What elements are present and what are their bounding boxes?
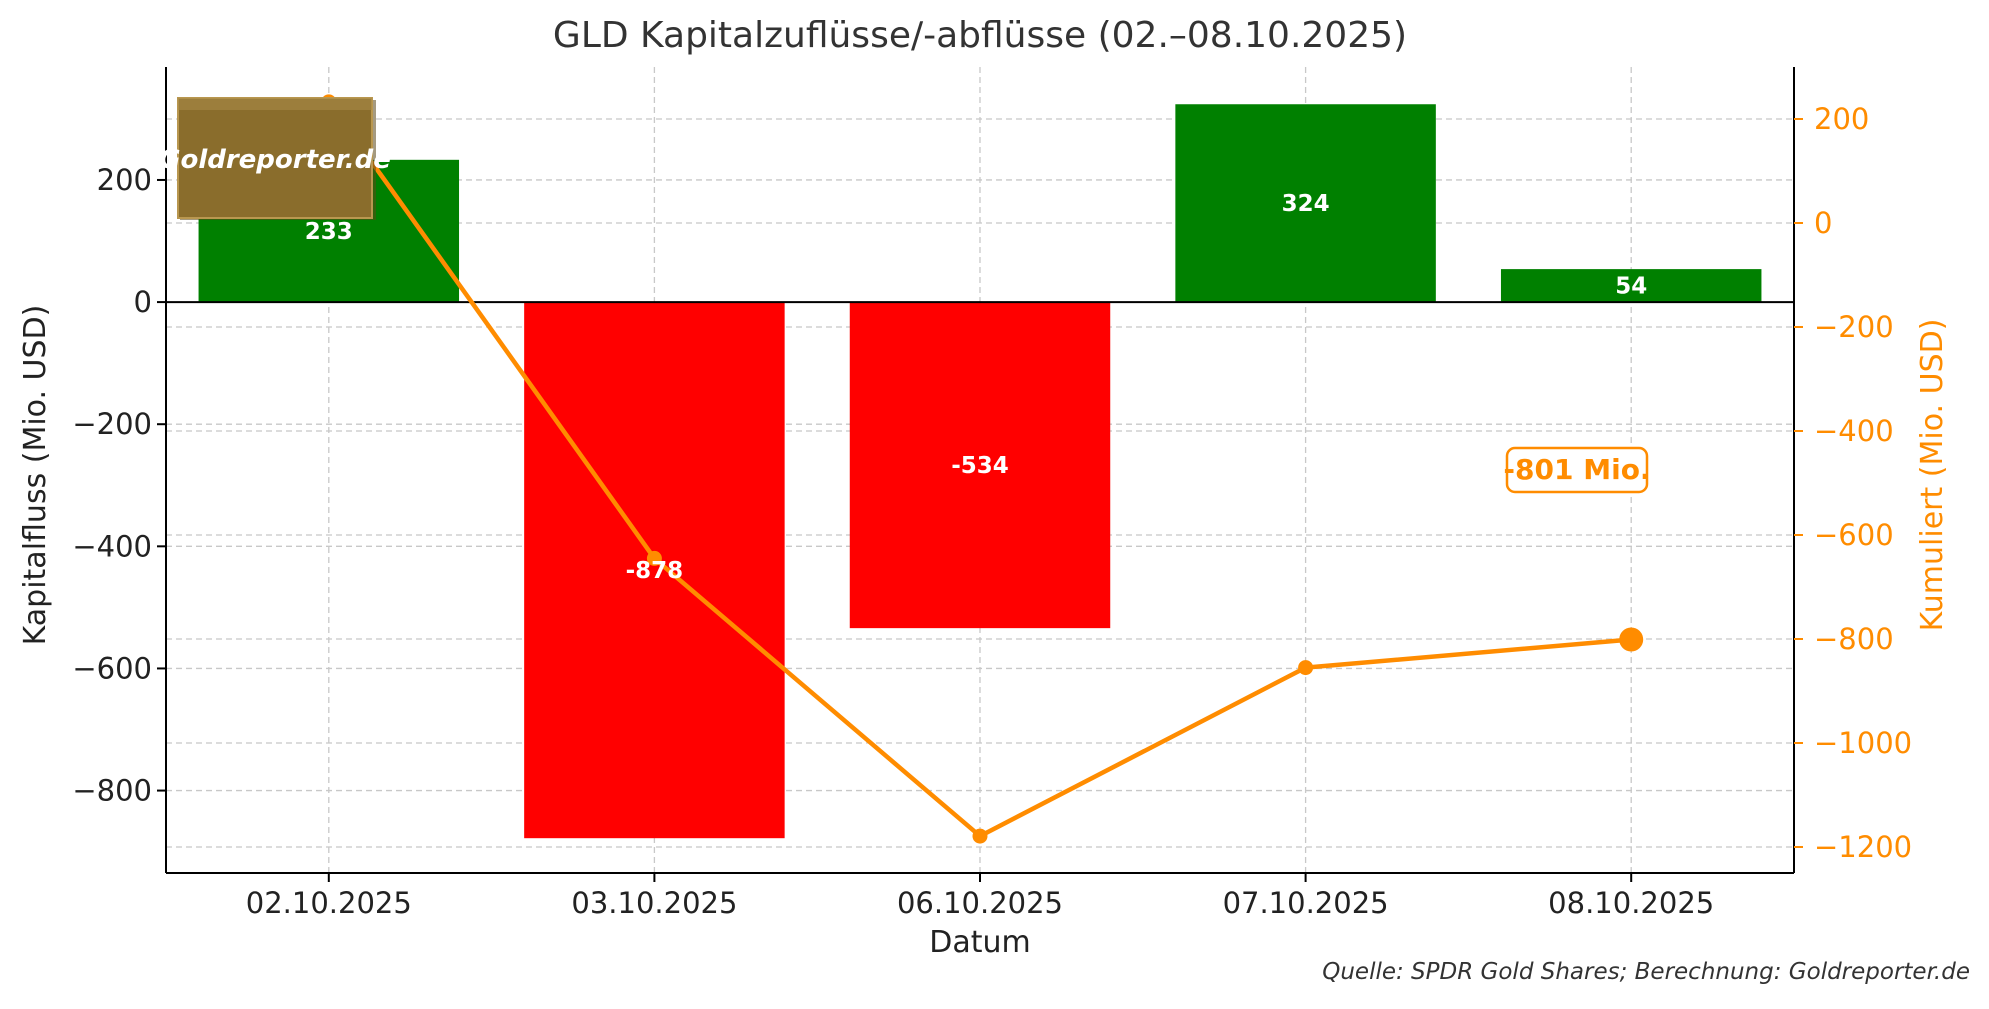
x-tick-label: 03.10.2025 [571, 886, 737, 920]
logo-text: Goldreporter.de [159, 145, 391, 175]
y2-tick-label: −800 [1814, 622, 1894, 656]
y-tick-label: −400 [72, 529, 152, 563]
y2-tick-label: −400 [1814, 414, 1894, 448]
bar-data-label: -878 [626, 558, 684, 584]
cumulative-point [646, 550, 662, 566]
bar-layer [198, 104, 1762, 839]
y2-tick-label: −200 [1814, 310, 1894, 344]
y-tick-label: −800 [72, 774, 152, 808]
label-layer: 233 -878 -534 324 54 [305, 191, 1647, 584]
cumulative-point [972, 828, 988, 844]
bar [849, 302, 1111, 629]
y2-axis-label: Kumuliert (Mio. USD) [1915, 319, 1950, 632]
y-axis-label: Kapitalfluss (Mio. USD) [18, 305, 53, 646]
y2-tick-label: −1200 [1814, 830, 1912, 864]
y-tick-label: 200 [97, 163, 152, 197]
source-note: Quelle: SPDR Gold Shares; Berechnung: Go… [1322, 959, 1970, 985]
bar [1175, 104, 1436, 303]
x-tick-label: 07.10.2025 [1223, 886, 1389, 920]
x-tick-label: 08.10.2025 [1548, 886, 1714, 920]
chart-title: GLD Kapitalzuflüsse/-abflüsse (02.–08.10… [553, 15, 1407, 56]
y2-tick-label: 0 [1814, 206, 1832, 240]
y2-tick-label: −1000 [1814, 726, 1912, 760]
bar-data-label: 324 [1282, 191, 1330, 217]
bar-data-label: 233 [305, 219, 353, 245]
x-axis-label: Datum [929, 925, 1030, 960]
cumulative-annotation: -801 Mio. [1503, 446, 1651, 494]
y-tick-label: 0 [134, 285, 152, 319]
annotation-text: -801 Mio. [1503, 453, 1650, 486]
axis-layer: 200 0 −200 −400 −600 −800 200 0 −200 −400 −600 −800… [72, 67, 1912, 920]
bar-data-label: -534 [951, 453, 1009, 479]
y-tick-label: −600 [72, 651, 152, 685]
y2-tick-label: 200 [1814, 102, 1869, 136]
bar [524, 302, 785, 839]
bar [1500, 269, 1762, 303]
annotation-box [1505, 446, 1649, 494]
x-tick-label: 02.10.2025 [246, 886, 412, 920]
bar-data-label: 54 [1615, 274, 1647, 300]
cumulative-point [1298, 660, 1314, 676]
x-tick-label: 06.10.2025 [897, 886, 1063, 920]
cumulative-point [1619, 627, 1644, 652]
y2-tick-label: −600 [1814, 518, 1894, 552]
goldreporter-logo: Goldreporter.de [159, 97, 391, 220]
y-tick-label: −200 [72, 407, 152, 441]
